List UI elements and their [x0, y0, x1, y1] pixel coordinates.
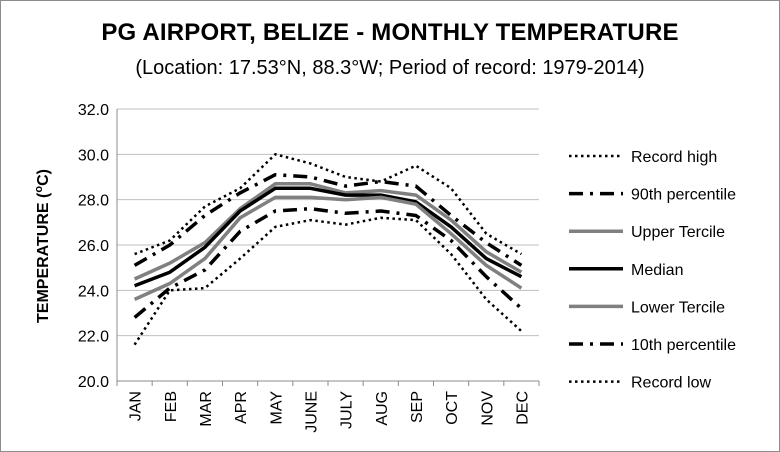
x-tick-label: MAY — [268, 391, 285, 425]
legend-label: Lower Tercile — [631, 299, 725, 316]
y-tick-label: 32.0 — [78, 102, 109, 119]
y-axis-label: TEMPERATURE (oC) — [33, 169, 52, 323]
x-tick-label: SEP — [409, 391, 426, 423]
y-tick-label: 24.0 — [78, 283, 109, 300]
y-axis-label-degree: o — [33, 186, 45, 193]
chart-title: PG AIRPORT, BELIZE - MONTHLY TEMPERATURE — [101, 19, 679, 46]
series-line-lower-tercile — [133, 195, 523, 301]
legend-label: Median — [631, 262, 683, 279]
y-tick-label: 30.0 — [78, 147, 109, 164]
x-tick-label: OCT — [444, 391, 461, 425]
y-axis-label-unit: C) — [35, 169, 52, 186]
x-tick-label: JUNE — [303, 391, 320, 433]
x-tick-label: DEC — [514, 391, 531, 425]
legend-label: Record low — [631, 375, 711, 392]
x-tick-label: FEB — [163, 391, 180, 422]
y-tick-label: 22.0 — [78, 329, 109, 346]
series-lines — [133, 153, 523, 346]
x-tick-label: JAN — [128, 391, 145, 421]
series-line-record-low — [133, 216, 523, 346]
series-line-record-high — [134, 153, 523, 256]
chart-subtitle: (Location: 17.53°N, 88.3°W; Period of re… — [135, 57, 645, 79]
x-tick-label: JULY — [339, 391, 356, 429]
gridlines — [117, 108, 539, 382]
legend-label: 10th percentile — [631, 337, 736, 354]
legend-label: Upper Tercile — [631, 224, 725, 241]
series-line-90th-percentile — [133, 172, 523, 267]
legend-label: 90th percentile — [631, 187, 736, 204]
x-axis-ticks: JAN FEB MAR APR MAY JUNE JULY AUG SEP OCT NOV DEC — [128, 391, 532, 433]
legend: Record high 90th percentile Upper Tercile M… — [569, 149, 736, 392]
legend-label: Record high — [631, 149, 717, 166]
y-axis-ticks: 20.0 22.0 24.0 26.0 28.0 30.0 32.0 — [78, 102, 109, 391]
series-line-upper-tercile — [133, 182, 523, 281]
plot-area — [116, 109, 540, 386]
y-tick-label: 28.0 — [78, 193, 109, 210]
x-tick-label: APR — [233, 391, 250, 424]
x-tick-label: NOV — [479, 391, 496, 426]
series-line-median — [133, 186, 523, 288]
x-tick-label: AUG — [374, 391, 391, 426]
x-tick-label: MAR — [198, 391, 215, 427]
y-axis-label-main: TEMPERATURE ( — [35, 192, 52, 323]
y-tick-label: 26.0 — [78, 238, 109, 255]
y-tick-label: 20.0 — [78, 374, 109, 391]
